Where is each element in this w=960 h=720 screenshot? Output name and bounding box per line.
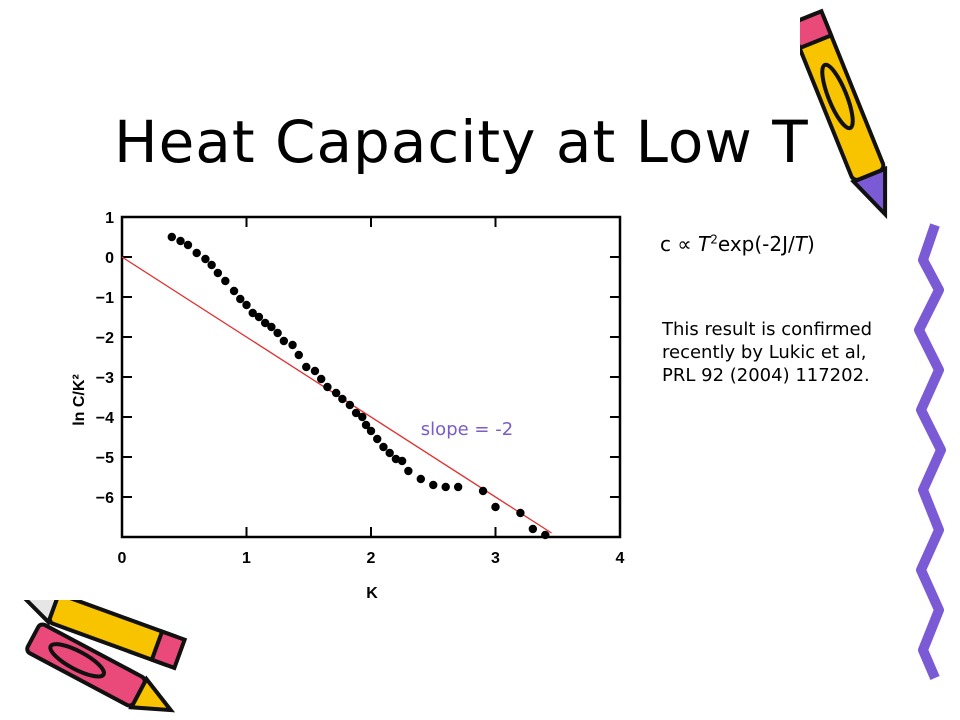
- data-point: [310, 366, 320, 376]
- data-point: [221, 276, 230, 286]
- data-point: [288, 340, 297, 350]
- data-point: [541, 530, 550, 540]
- x-tick-label: 2: [367, 550, 376, 567]
- x-axis-label: K: [366, 585, 378, 602]
- data-point: [338, 394, 347, 404]
- data-point: [260, 318, 270, 328]
- y-axis-label: ln C/K²: [71, 374, 88, 426]
- slope-annotation: slope = -2: [421, 419, 513, 440]
- data-point: [192, 248, 201, 258]
- y-tick-label: −6: [96, 490, 114, 507]
- data-point: [361, 420, 371, 430]
- data-point: [167, 232, 176, 242]
- plot-area: 1 0 −1 −2 −3 −4 −5 −6 0 1 2 3 4 slope = -2: [96, 210, 625, 567]
- data-point: [528, 524, 538, 534]
- formula-close: ): [806, 232, 815, 256]
- data-point: [366, 426, 376, 436]
- data-point: [351, 408, 361, 418]
- data-point: [516, 508, 525, 518]
- data-point: [429, 480, 438, 490]
- data-point: [385, 448, 394, 458]
- y-tick-label: −3: [96, 370, 114, 387]
- data-point: [201, 254, 210, 264]
- data-point: [279, 336, 289, 346]
- x-tick-label: 4: [616, 550, 625, 567]
- proportional-symbol: ∝: [677, 232, 692, 256]
- formula-exponent: 2: [710, 232, 718, 247]
- slide-title: Heat Capacity at Low T: [114, 108, 809, 176]
- data-point: [294, 350, 303, 360]
- data-point: [242, 300, 251, 310]
- formula-exp: exp(-2J/: [717, 232, 795, 256]
- data-point: [323, 382, 332, 392]
- data-point: [331, 388, 341, 398]
- y-tick-label: −2: [96, 330, 114, 347]
- data-point: [254, 312, 264, 322]
- data-point: [373, 434, 382, 444]
- data-point: [317, 374, 326, 384]
- data-point: [416, 474, 425, 484]
- formula-c: c: [660, 232, 671, 256]
- data-point: [273, 328, 282, 338]
- data-point: [302, 362, 311, 372]
- reference-note: This result is confirmed recently by Luk…: [662, 319, 873, 386]
- data-point: [183, 240, 193, 250]
- chart: ln C/K² K 1 0 −1 −2 −3 −4 −5 −6 0 1 2 3 4 slope = -2: [71, 210, 625, 602]
- data-point: [441, 482, 450, 492]
- x-tick-label: 1: [242, 550, 251, 567]
- x-tick-label: 3: [491, 550, 500, 567]
- data-point: [248, 308, 257, 318]
- x-tick-label: 0: [118, 550, 127, 567]
- formula: c ∝ T2exp(-2J/T): [660, 232, 815, 256]
- data-point: [404, 466, 413, 476]
- data-point: [267, 322, 276, 332]
- y-tick-label: −1: [96, 290, 114, 307]
- plot-frame: [120, 215, 622, 539]
- data-point: [453, 482, 463, 492]
- y-tick-label: 1: [105, 210, 114, 227]
- data-point: [213, 268, 223, 278]
- data-point: [491, 502, 500, 512]
- y-tick-label: −4: [96, 410, 114, 427]
- data-point: [207, 260, 216, 270]
- data-point: [379, 442, 388, 452]
- data-point: [478, 486, 488, 496]
- y-tick-label: −5: [96, 450, 114, 467]
- data-point: [229, 286, 239, 296]
- pencil-icon: [800, 8, 888, 220]
- pencil-icon: [19, 600, 188, 713]
- formula-T-denominator: T: [794, 232, 807, 256]
- data-point: [236, 294, 245, 304]
- y-tick-label: 0: [105, 250, 114, 267]
- data-point: [345, 400, 355, 410]
- data-point: [358, 412, 367, 422]
- formula-T: T: [698, 232, 711, 256]
- data-point: [176, 236, 185, 246]
- squiggle-border: [914, 223, 946, 680]
- data-point: [397, 456, 407, 466]
